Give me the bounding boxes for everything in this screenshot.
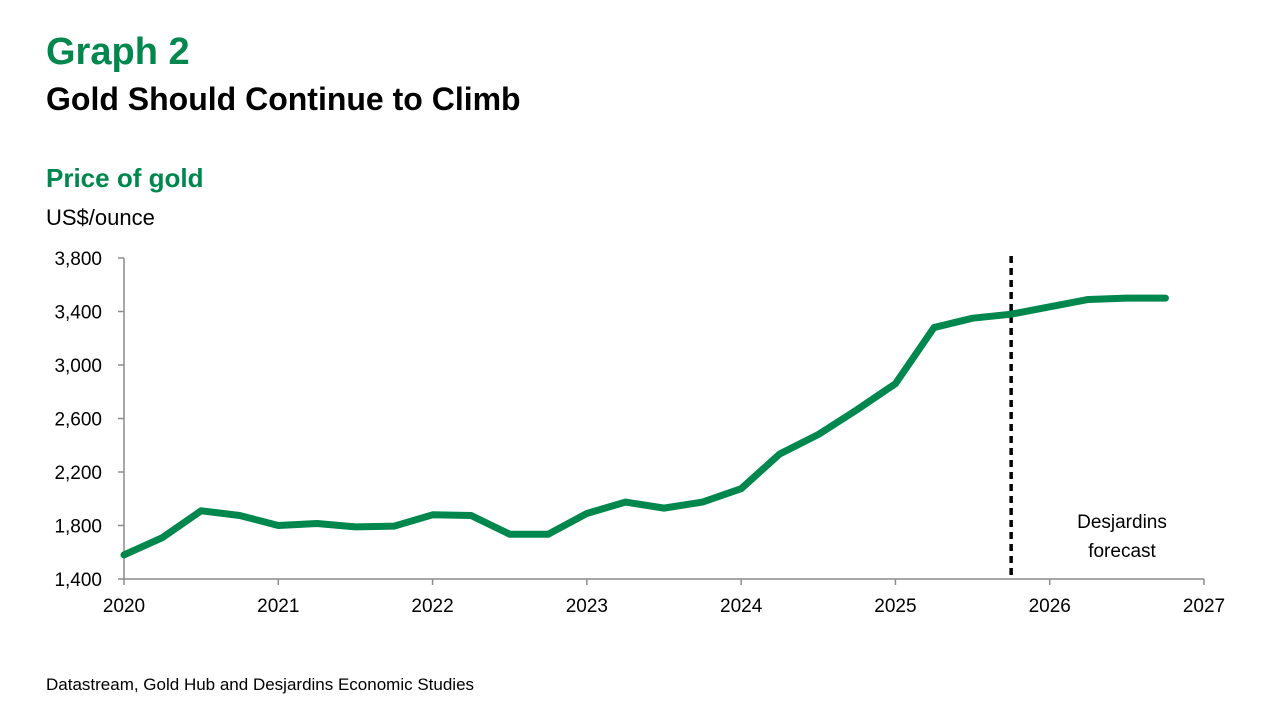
chart-title: Price of gold bbox=[46, 163, 204, 193]
y-tick-label: 2,200 bbox=[54, 463, 102, 484]
forecast-annotation: forecast bbox=[1088, 541, 1156, 562]
x-tick-label: 2025 bbox=[874, 596, 916, 617]
x-tick-label: 2027 bbox=[1183, 596, 1225, 617]
x-axis: 2020 2021 2022 2023 2024 2025 2026 2027 bbox=[103, 578, 1225, 617]
series-group bbox=[120, 294, 1169, 559]
y-tick-label: 1,400 bbox=[54, 570, 102, 591]
x-tick-label: 2023 bbox=[566, 596, 608, 617]
source-note: Datastream, Gold Hub and Desjardins Econ… bbox=[46, 675, 475, 694]
y-tick-label: 1,800 bbox=[54, 517, 102, 538]
annotations-group: Desjardins forecast bbox=[1077, 512, 1167, 562]
gold-price-line bbox=[120, 294, 1169, 559]
y-tick-label: 2,600 bbox=[54, 410, 102, 431]
x-tick-label: 2024 bbox=[720, 596, 763, 617]
x-tick-label: 2022 bbox=[411, 596, 453, 617]
x-tick-label: 2026 bbox=[1029, 596, 1071, 617]
y-axis: 1,400 1,800 2,200 2,600 3,000 3,400 3,800 bbox=[54, 249, 125, 591]
y-axis-unit-label: US$/ounce bbox=[46, 205, 155, 230]
graph-number: Graph 2 bbox=[46, 31, 190, 73]
y-tick-label: 3,800 bbox=[54, 249, 102, 270]
x-tick-label: 2020 bbox=[103, 596, 145, 617]
graph-title: Gold Should Continue to Climb bbox=[46, 81, 521, 117]
forecast-annotation: Desjardins bbox=[1077, 512, 1167, 533]
y-tick-label: 3,000 bbox=[54, 356, 102, 377]
y-tick-label: 3,400 bbox=[54, 303, 102, 324]
x-tick-label: 2021 bbox=[257, 596, 299, 617]
